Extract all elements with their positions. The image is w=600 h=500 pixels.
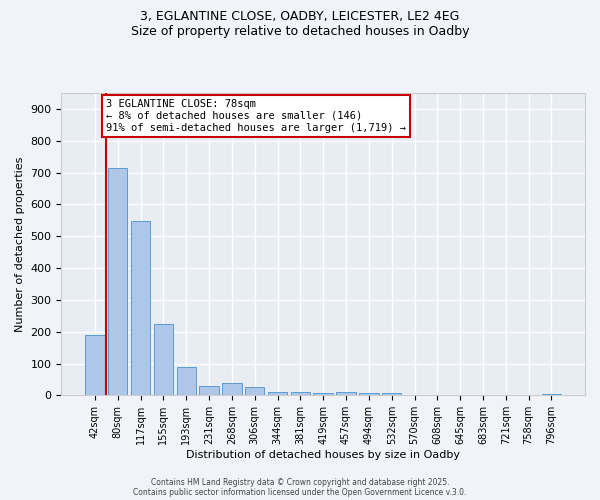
Bar xyxy=(108,168,127,396)
Text: 3 EGLANTINE CLOSE: 78sqm
← 8% of detached houses are smaller (146)
91% of semi-d: 3 EGLANTINE CLOSE: 78sqm ← 8% of detache… xyxy=(106,100,406,132)
Bar xyxy=(268,392,287,396)
Bar xyxy=(313,393,333,396)
Bar xyxy=(154,324,173,396)
Bar xyxy=(382,393,401,396)
Bar xyxy=(542,394,561,396)
Bar xyxy=(85,335,104,396)
Y-axis label: Number of detached properties: Number of detached properties xyxy=(15,156,25,332)
X-axis label: Distribution of detached houses by size in Oadby: Distribution of detached houses by size … xyxy=(186,450,460,460)
Text: 3, EGLANTINE CLOSE, OADBY, LEICESTER, LE2 4EG
Size of property relative to detac: 3, EGLANTINE CLOSE, OADBY, LEICESTER, LE… xyxy=(131,10,469,38)
Bar xyxy=(199,386,219,396)
Bar xyxy=(131,222,150,396)
Text: Contains HM Land Registry data © Crown copyright and database right 2025.
Contai: Contains HM Land Registry data © Crown c… xyxy=(133,478,467,497)
Bar xyxy=(222,383,242,396)
Bar xyxy=(245,387,265,396)
Bar xyxy=(337,392,356,396)
Bar xyxy=(176,366,196,396)
Bar xyxy=(290,392,310,396)
Bar xyxy=(359,393,379,396)
